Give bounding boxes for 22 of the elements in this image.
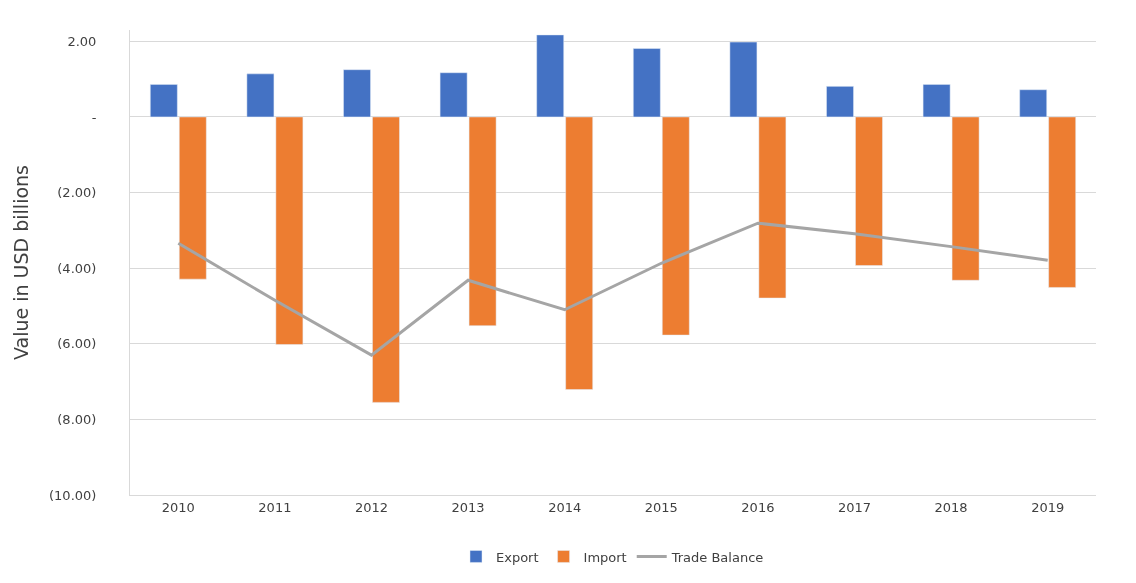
x-tick-label: 2017 bbox=[837, 499, 872, 515]
x-tick-label: 2014 bbox=[548, 499, 582, 515]
x-tick-label: 2011 bbox=[258, 499, 292, 515]
legend-label: Trade Balance bbox=[670, 549, 764, 565]
x-tick-label: 2018 bbox=[934, 499, 968, 515]
x-tick-label: 2016 bbox=[741, 499, 775, 515]
y-tick-label: (10.00) bbox=[49, 487, 97, 503]
y-tick-label: (2.00) bbox=[57, 185, 97, 201]
y-tick-label: (8.00) bbox=[57, 411, 97, 427]
y-tick-label: (4.00) bbox=[57, 260, 97, 276]
y-tick-label: (6.00) bbox=[57, 336, 97, 352]
x-tick-label: 2012 bbox=[354, 499, 389, 515]
x-tick-label: 2010 bbox=[161, 499, 195, 515]
x-tick-label: 2015 bbox=[644, 499, 678, 515]
x-tick-label: 2013 bbox=[451, 499, 485, 515]
line-series bbox=[176, 221, 1050, 357]
y-axis-title: Value in USD billions bbox=[9, 165, 32, 360]
x-tick-label: 2019 bbox=[1031, 499, 1065, 515]
legend-label: Export bbox=[496, 549, 539, 565]
y-tick-label: 2.00 bbox=[67, 33, 97, 49]
y-tick-label: - bbox=[91, 109, 97, 125]
legend-label: Import bbox=[583, 549, 627, 565]
